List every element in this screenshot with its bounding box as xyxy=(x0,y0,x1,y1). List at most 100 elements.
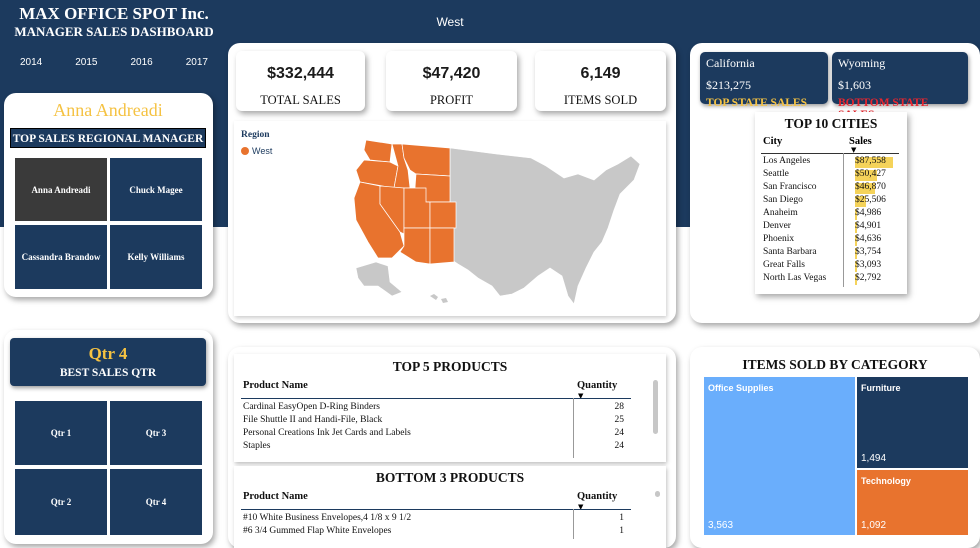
year-2017-button[interactable]: 2017 xyxy=(185,57,208,68)
city-sales: $4,636 xyxy=(855,234,882,244)
map-legend-item[interactable]: West xyxy=(241,146,272,156)
map-hawaii[interactable] xyxy=(430,294,448,303)
total-sales-value: $332,444 xyxy=(267,65,334,82)
total-sales-kpi: $332,444 TOTAL SALES xyxy=(236,51,365,111)
product-name: Cardinal EasyOpen D-Ring Binders xyxy=(243,402,380,412)
legend-item-label: West xyxy=(252,146,273,156)
us-map[interactable] xyxy=(346,136,646,311)
bottom-products-sort-icon[interactable]: ▼ xyxy=(578,503,584,511)
product-qty: 28 xyxy=(614,402,625,412)
city-sales-bar xyxy=(855,196,867,207)
manager-tile-cassandra[interactable]: Cassandra Brandow xyxy=(15,225,107,289)
city-sales-bar xyxy=(855,183,876,194)
city-row[interactable]: Phoenix $4,636 xyxy=(763,234,899,247)
profit-value: $47,420 xyxy=(422,65,481,82)
top-product-qty-header[interactable]: Quantity xyxy=(577,380,618,391)
city-row[interactable]: Santa Barbara $3,754 xyxy=(763,247,899,260)
treemap-furniture[interactable]: Furniture 1,494 xyxy=(857,377,968,468)
city-row[interactable]: San Diego $25,506 xyxy=(763,195,899,208)
bottom-products-divider xyxy=(241,509,631,510)
company-title: MAX OFFICE SPOT Inc. xyxy=(19,4,209,23)
quarter-tile-3[interactable]: Qtr 3 xyxy=(110,401,202,465)
top-manager-name: Anna Andreadi xyxy=(53,100,163,120)
city-row[interactable]: San Francisco $46,870 xyxy=(763,182,899,195)
city-sales: $87,558 xyxy=(855,156,886,166)
quarter-tile-2[interactable]: Qtr 2 xyxy=(15,469,107,535)
bottom-product-name-header[interactable]: Product Name xyxy=(243,491,308,502)
city-name: Denver xyxy=(763,221,791,231)
top-state-card[interactable]: California $213,275 TOP STATE SALES xyxy=(700,52,828,109)
city-row[interactable]: Los Angeles $87,558 xyxy=(763,156,899,169)
dashboard-title: MANAGER SALES DASHBOARD xyxy=(14,24,214,39)
city-sales: $50,427 xyxy=(855,169,886,179)
product-name: #6 3/4 Gummed Flap White Envelopes xyxy=(243,526,392,536)
year-2014-button[interactable]: 2014 xyxy=(20,57,43,68)
bottom-state-card[interactable]: Wyoming $1,603 BOTTOM STATE SALES xyxy=(832,52,968,121)
quarter-tile-1[interactable]: Qtr 1 xyxy=(15,401,107,465)
top-manager-label: TOP SALES REGIONAL MANAGER xyxy=(10,128,206,148)
map-alaska[interactable] xyxy=(355,261,403,297)
city-sales: $4,901 xyxy=(855,221,882,231)
treemap-office-supplies[interactable]: Office Supplies 3,563 xyxy=(704,377,855,535)
category-title: ITEMS SOLD BY CATEGORY xyxy=(742,357,928,372)
bottom-products-panel: BOTTOM 3 PRODUCTS xyxy=(234,466,666,548)
product-qty: 24 xyxy=(614,441,625,451)
treemap-value: 3,563 xyxy=(708,520,734,531)
city-column-header[interactable]: City xyxy=(763,136,783,147)
treemap-value: 1,092 xyxy=(861,520,887,531)
sales-column-header[interactable]: Sales xyxy=(849,136,872,147)
top-products-sort-icon[interactable]: ▼ xyxy=(578,392,584,400)
product-qty: 1 xyxy=(619,513,624,523)
city-sales-bar xyxy=(855,274,857,285)
column-divider xyxy=(843,153,844,287)
top-product-name-header[interactable]: Product Name xyxy=(243,380,308,391)
top-product-row[interactable]: Personal Creations Ink Jet Cards and Lab… xyxy=(243,428,628,441)
city-row[interactable]: North Las Vegas $2,792 xyxy=(763,273,899,286)
city-sales: $3,093 xyxy=(855,260,882,270)
city-row[interactable]: Anaheim $4,986 xyxy=(763,208,899,221)
quarter-tile-4[interactable]: Qtr 4 xyxy=(110,469,202,535)
year-2016-button[interactable]: 2016 xyxy=(130,57,153,68)
top-product-row[interactable]: Cardinal EasyOpen D-Ring Binders 28 xyxy=(243,402,628,415)
best-quarter-label: BEST SALES QTR xyxy=(59,367,157,379)
city-row[interactable]: Great Falls $3,093 xyxy=(763,260,899,273)
bottom-state-name: Wyoming xyxy=(838,56,886,70)
city-name: San Diego xyxy=(763,195,803,205)
map-central-east[interactable] xyxy=(449,147,641,305)
map-west-region[interactable] xyxy=(353,139,457,265)
top-products-title: TOP 5 PRODUCTS xyxy=(392,359,508,374)
top-products-scrollbar[interactable] xyxy=(653,380,658,434)
top-state-name: California xyxy=(706,56,755,70)
top-state-tag: TOP STATE SALES xyxy=(706,97,807,109)
top-products-col-divider xyxy=(573,398,574,458)
bottom-product-row[interactable]: #6 3/4 Gummed Flap White Envelopes 1 xyxy=(243,526,628,539)
manager-tile-kelly[interactable]: Kelly Williams xyxy=(110,225,202,289)
city-row[interactable]: Denver $4,901 xyxy=(763,221,899,234)
product-qty: 25 xyxy=(614,415,625,425)
city-sales: $4,986 xyxy=(855,208,882,218)
year-filter: 2014 2015 2016 2017 xyxy=(14,57,214,68)
city-sales: $2,792 xyxy=(855,273,882,283)
city-name: Phoenix xyxy=(763,234,795,244)
bottom-product-row[interactable]: #10 White Business Envelopes,4 1/8 x 9 1… xyxy=(243,513,628,526)
bottom-products-scrollbar[interactable] xyxy=(655,491,660,497)
product-name: Staples xyxy=(243,441,271,451)
product-qty: 24 xyxy=(614,428,625,438)
city-row[interactable]: Seattle $50,427 xyxy=(763,169,899,182)
treemap-value: 1,494 xyxy=(861,453,887,464)
top-products-divider xyxy=(241,398,631,399)
bottom-product-qty-header[interactable]: Quantity xyxy=(577,491,618,502)
city-sales-bar xyxy=(855,248,857,259)
city-sales-bar xyxy=(855,222,858,233)
city-sales: $46,870 xyxy=(855,182,886,192)
profit-kpi: $47,420 PROFIT xyxy=(386,51,517,111)
treemap-technology[interactable]: Technology 1,092 xyxy=(857,470,968,535)
manager-tile-chuck[interactable]: Chuck Magee xyxy=(110,158,202,221)
top-product-row[interactable]: Staples 24 xyxy=(243,441,628,454)
city-name: Anaheim xyxy=(763,208,798,218)
top-product-row[interactable]: File Shuttle II and Handi-File, Black 25 xyxy=(243,415,628,428)
sort-desc-icon[interactable]: ▼ xyxy=(851,146,857,154)
manager-tile-anna[interactable]: Anna Andreadi xyxy=(15,158,107,221)
year-2015-button[interactable]: 2015 xyxy=(75,57,98,68)
header-divider xyxy=(761,153,899,154)
